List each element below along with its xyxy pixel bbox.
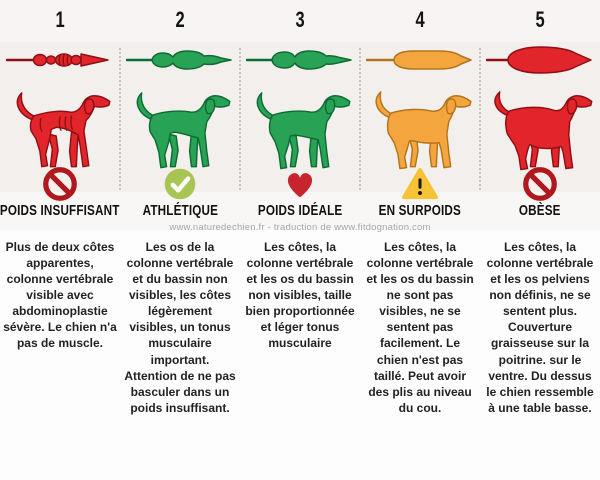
warning-icon — [401, 167, 439, 200]
heart-icon — [282, 170, 318, 198]
check-icon — [162, 168, 198, 200]
column-obese: 5 — [480, 0, 600, 480]
dog-side-silhouette — [121, 86, 239, 182]
dog-side-silhouette — [361, 86, 479, 182]
condition-description: Plus de deux côtes apparentes, colonne v… — [3, 240, 117, 351]
dog-side-silhouette — [481, 86, 599, 182]
column-divider — [119, 48, 121, 190]
watermark-text: www.naturedechien.fr - traduction de www… — [169, 222, 431, 233]
score-number: 1 — [55, 7, 65, 32]
score-number: 3 — [295, 7, 305, 32]
column-overweight: 4 — [360, 0, 480, 480]
column-underweight: 1 — [0, 0, 120, 480]
prohibition-icon — [521, 167, 559, 201]
dog-topview-silhouette — [244, 34, 356, 86]
column-athletic: 2 — [120, 0, 240, 480]
condition-title: POIDS IDÉALE — [257, 201, 343, 219]
condition-title: EN SURPOIDS — [378, 201, 462, 219]
dog-topview-silhouette — [124, 34, 236, 86]
column-divider — [239, 48, 241, 190]
dog-topview-silhouette — [4, 34, 116, 86]
condition-title: OBÈSE — [519, 201, 561, 219]
condition-description: Les os de la colonne vertébrale et du ba… — [124, 240, 236, 415]
dog-side-silhouette — [1, 86, 119, 182]
condition-title: ATHLÉTIQUE — [142, 201, 218, 219]
condition-description: Les côtes, la colonne vertébrale et les … — [486, 240, 594, 415]
column-divider — [359, 48, 361, 190]
score-number: 4 — [415, 7, 425, 32]
score-number: 5 — [535, 7, 545, 32]
prohibition-icon — [41, 167, 79, 201]
dog-side-silhouette — [241, 86, 359, 182]
column-ideal: 3 POIDS ID — [240, 0, 360, 480]
condition-description: Les côtes, la colonne vertébrale et les … — [245, 240, 355, 351]
column-divider — [479, 48, 481, 190]
condition-title: POIDS INSUFFISANT — [0, 201, 120, 219]
dog-topview-silhouette — [364, 34, 476, 86]
condition-description: Les côtes, la colonne vertébrale et les … — [366, 240, 474, 415]
dog-topview-silhouette — [484, 34, 596, 86]
score-number: 2 — [175, 7, 185, 32]
